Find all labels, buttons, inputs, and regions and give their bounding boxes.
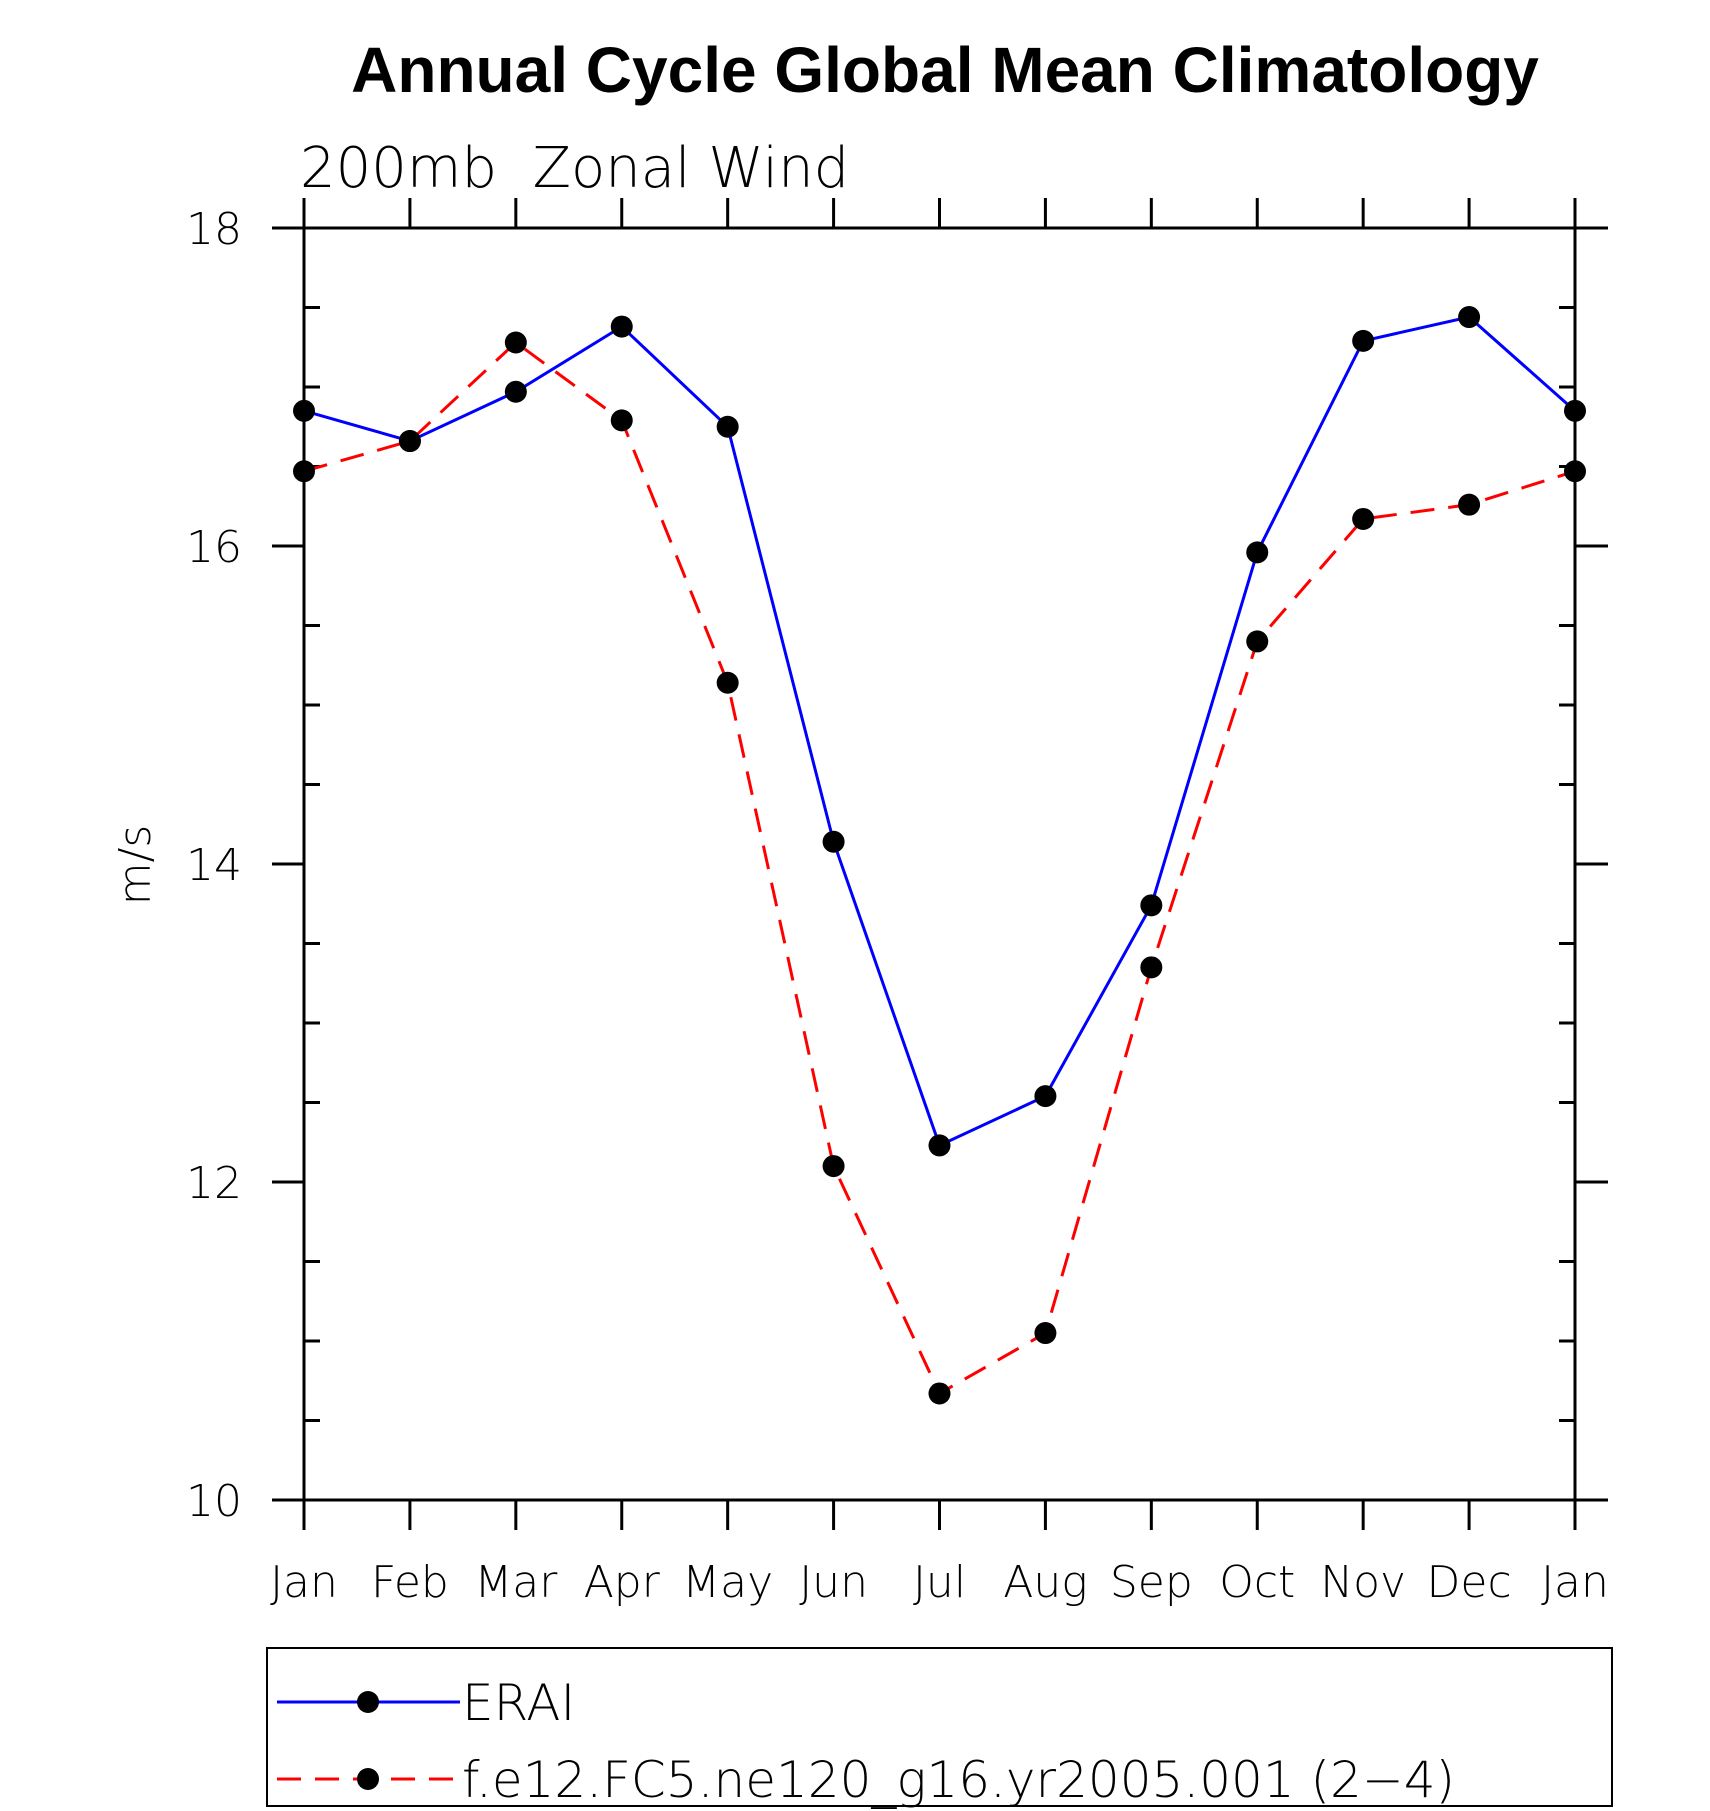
- y-axis-label: m/s: [110, 825, 161, 906]
- series-2-point: [1352, 507, 1375, 530]
- x-tick-label: Jul: [913, 1557, 966, 1608]
- legend-label-1: ERAI: [462, 1674, 575, 1732]
- series-1-point: [1458, 306, 1481, 329]
- y-tick-label: 18: [186, 204, 242, 255]
- series-line-2: [303, 340, 1576, 1396]
- x-tick-label: Mar: [474, 1557, 558, 1608]
- x-tick-label: Jun: [799, 1557, 868, 1608]
- x-tick-label: Feb: [371, 1557, 449, 1608]
- chart-title: Annual Cycle Global Mean Climatology: [351, 34, 1539, 106]
- x-tick-label: Dec: [1427, 1557, 1512, 1608]
- legend: ERAI f.e12.FC5.ne120_g16.yr2005.001 (2−4): [266, 1647, 1613, 1809]
- y-tick-label: 12: [186, 1158, 242, 1209]
- series-1-point: [1034, 1085, 1057, 1108]
- x-tick-label: Jan: [1541, 1557, 1609, 1608]
- legend-label-2: f.e12.FC5.ne120_g16.yr2005.001 (2−4): [462, 1751, 1455, 1809]
- y-tick-label: 14: [186, 840, 242, 891]
- x-tick-label: Oct: [1219, 1557, 1295, 1608]
- x-tick-label: Sep: [1110, 1557, 1193, 1608]
- legend-marker-2: [357, 1768, 379, 1790]
- series-1-point: [716, 415, 739, 438]
- series-2-point: [1034, 1322, 1057, 1345]
- series-1-point: [610, 315, 633, 338]
- legend-marker-1: [357, 1691, 379, 1713]
- series-2-point: [1458, 493, 1481, 516]
- series-2-point: [1246, 630, 1269, 653]
- series-2-point: [504, 331, 527, 354]
- y-tick-label: 10: [186, 1476, 242, 1527]
- series-1-point: [822, 830, 845, 853]
- series-2-point: [1564, 460, 1586, 483]
- series-2-point: [822, 1155, 845, 1178]
- series-line-1: [303, 315, 1576, 1148]
- series-2-point: [293, 460, 315, 483]
- series-1-point: [504, 380, 527, 403]
- series-1-point: [1564, 399, 1586, 422]
- series-1-point: [1352, 329, 1375, 352]
- y-tick-label: 16: [186, 522, 242, 573]
- series-2-point: [398, 430, 421, 453]
- series-2-point: [716, 671, 739, 694]
- series-2-point: [1140, 956, 1163, 979]
- series-1-point: [928, 1134, 951, 1157]
- plot-axes: Jan Feb Mar Apr May Jun Jul Aug Sep Oct Nov Dec Jan 1…: [186, 198, 1609, 1608]
- series-2-point: [610, 409, 633, 432]
- series-1-point: [1246, 541, 1269, 564]
- chart-subtitle: 200mb Zonal Wind: [300, 136, 849, 201]
- x-tick-label: May: [682, 1557, 773, 1608]
- x-tick-label: Nov: [1320, 1557, 1406, 1608]
- x-tick-label: Aug: [1003, 1557, 1087, 1608]
- plot-frame: [302, 226, 1577, 1502]
- x-tick-label: Jan: [270, 1557, 338, 1608]
- series-1-point: [1140, 894, 1163, 917]
- series-2-point: [928, 1382, 951, 1405]
- series-layer: [293, 306, 1586, 1405]
- x-tick-label: Apr: [584, 1557, 661, 1608]
- legend-box: [266, 1647, 1613, 1807]
- series-1-point: [293, 399, 315, 422]
